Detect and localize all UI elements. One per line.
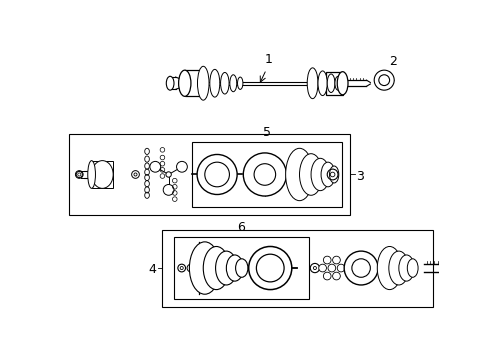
Ellipse shape — [285, 148, 313, 201]
Ellipse shape — [229, 75, 236, 92]
Ellipse shape — [215, 251, 237, 285]
Ellipse shape — [310, 158, 329, 191]
Ellipse shape — [237, 77, 243, 89]
Circle shape — [351, 259, 369, 277]
Bar — [191, 142, 341, 207]
Text: 3: 3 — [356, 170, 364, 183]
Bar — [174, 237, 308, 299]
Ellipse shape — [334, 76, 341, 90]
Ellipse shape — [321, 162, 334, 187]
Ellipse shape — [91, 161, 113, 188]
Text: 6: 6 — [237, 221, 245, 234]
Circle shape — [150, 161, 161, 172]
Circle shape — [337, 264, 344, 272]
Bar — [184, 70, 203, 96]
Circle shape — [323, 272, 330, 280]
Circle shape — [204, 162, 229, 187]
Circle shape — [248, 247, 291, 289]
Ellipse shape — [329, 166, 338, 183]
Text: 5: 5 — [262, 126, 270, 139]
Ellipse shape — [87, 161, 95, 188]
Bar — [91, 161, 113, 188]
Bar — [162, 230, 432, 306]
Ellipse shape — [197, 66, 208, 100]
Text: 2: 2 — [389, 55, 397, 68]
Text: 1: 1 — [264, 53, 272, 66]
Ellipse shape — [341, 78, 345, 88]
Circle shape — [256, 254, 284, 282]
Ellipse shape — [226, 255, 243, 281]
Circle shape — [378, 75, 389, 86]
Ellipse shape — [317, 71, 326, 95]
Circle shape — [373, 70, 393, 90]
Ellipse shape — [388, 251, 408, 285]
Bar — [68, 134, 349, 215]
Ellipse shape — [189, 242, 220, 294]
Circle shape — [332, 272, 340, 280]
Ellipse shape — [235, 259, 247, 277]
Circle shape — [344, 251, 377, 285]
Ellipse shape — [166, 76, 174, 90]
Circle shape — [163, 184, 174, 195]
Circle shape — [318, 264, 326, 272]
Text: 4: 4 — [148, 263, 156, 276]
Circle shape — [197, 154, 237, 194]
Circle shape — [176, 161, 187, 172]
Ellipse shape — [306, 68, 317, 99]
Circle shape — [332, 256, 340, 264]
Circle shape — [243, 153, 286, 196]
Ellipse shape — [299, 154, 322, 195]
Ellipse shape — [377, 247, 401, 289]
Ellipse shape — [178, 70, 190, 96]
Circle shape — [165, 172, 171, 177]
Circle shape — [323, 256, 330, 264]
Ellipse shape — [326, 74, 334, 93]
Ellipse shape — [203, 247, 229, 289]
Ellipse shape — [220, 72, 228, 94]
Ellipse shape — [407, 259, 417, 277]
Ellipse shape — [337, 72, 347, 95]
Circle shape — [254, 164, 275, 185]
Ellipse shape — [398, 255, 413, 281]
Bar — [325, 72, 342, 95]
Ellipse shape — [209, 69, 220, 97]
